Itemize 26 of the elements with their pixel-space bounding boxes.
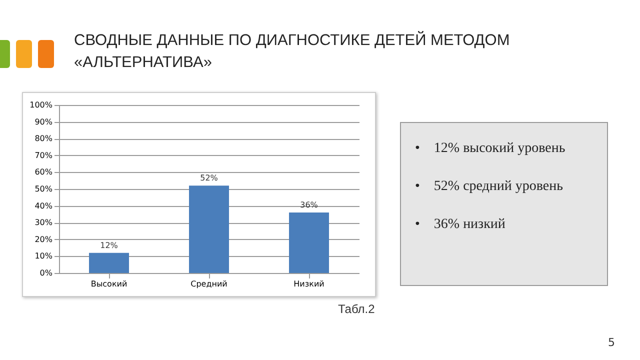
x-tick-label: Высокий [90, 280, 128, 288]
y-tick-label: 80% [34, 134, 53, 144]
data-label: 36% [300, 200, 318, 210]
y-tick-label: 30% [34, 218, 53, 228]
text: Табл.2 [338, 302, 375, 316]
y-tick-label: 10% [34, 252, 53, 261]
data-label: 52% [200, 174, 218, 183]
y-tick-label: 100% [30, 100, 53, 110]
bar [89, 252, 129, 273]
chart-title: СВОДНЫЕ ДАННЫЕ ПО ДИАГНОСТИКЕ ДЕТЕЙ МЕТОДОМ «АЛЬТЕРНАТИВА» [74, 30, 511, 73]
y-tick-label: 90% [34, 117, 53, 126]
y-tick-label: 60% [34, 168, 53, 177]
y-tick-label: 70% [34, 150, 53, 160]
y-tick-label: 20% [34, 234, 53, 244]
text: 5 [608, 336, 615, 349]
y-tick-label: 0% [40, 268, 53, 278]
text: • 52% средний уровень [415, 179, 564, 195]
x-tick-label: Низкий [294, 280, 324, 288]
bar [189, 186, 229, 273]
y-tick-label: 50% [34, 184, 53, 194]
data-label: 12% [100, 240, 118, 250]
text: • 36% низкий [415, 217, 506, 233]
bar [289, 212, 329, 273]
y-tick-label: 40% [34, 201, 53, 210]
text: • 12% высокий уровень [415, 141, 566, 157]
x-tick-label: Средний [190, 280, 228, 288]
